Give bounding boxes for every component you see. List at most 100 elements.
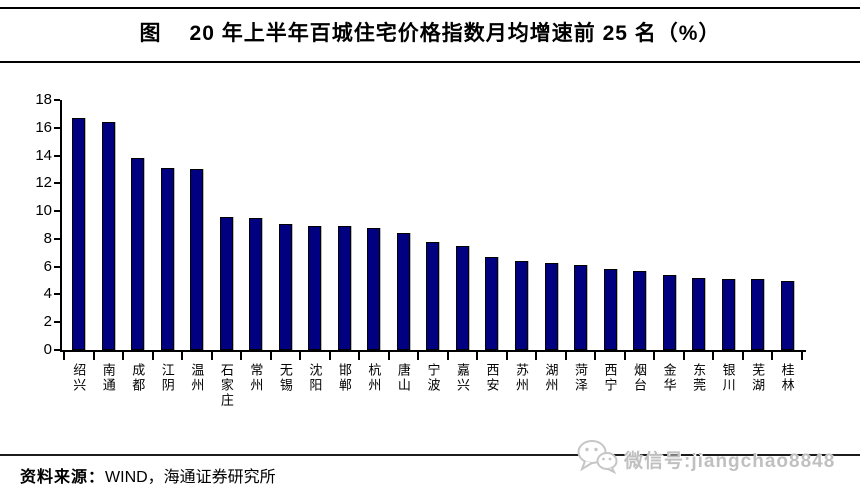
x-axis-tick <box>712 352 715 360</box>
source-label: 资料来源： <box>20 469 106 486</box>
x-axis-tick <box>181 352 184 360</box>
bar-slot: 银川 <box>712 100 743 393</box>
bar <box>751 279 765 350</box>
bar <box>396 233 410 350</box>
bar-slot: 菏泽 <box>564 100 596 393</box>
y-axis-tick <box>54 349 60 351</box>
chart-title-tag: 图 <box>139 22 162 45</box>
bar-slot: 西安 <box>476 100 507 393</box>
x-axis-label: 邯郸 <box>336 363 352 393</box>
x-axis-label: 银川 <box>720 363 736 393</box>
bar-slot: 桂林 <box>771 100 802 393</box>
bar <box>574 265 588 350</box>
x-axis-tick <box>240 352 243 360</box>
x-axis-label: 菏泽 <box>573 363 589 393</box>
top-divider <box>0 7 860 9</box>
bar <box>662 275 676 350</box>
x-axis-label: 温州 <box>189 363 205 393</box>
watermark-text: 微信号:jiangchao8848 <box>624 451 836 472</box>
x-axis-label: 西安 <box>484 363 500 393</box>
x-axis-tick <box>446 352 449 360</box>
x-axis-label: 绍兴 <box>71 363 87 393</box>
bar <box>219 216 233 350</box>
x-axis-tick <box>299 352 302 360</box>
bar-slot: 杭州 <box>358 100 389 393</box>
bar-slot: 东莞 <box>682 100 714 393</box>
chart-title: 图 20 年上半年百城住宅价格指数月均增速前 25 名（%） <box>0 17 860 47</box>
x-axis-tick <box>122 352 125 360</box>
y-axis-label: 14 <box>35 146 52 164</box>
x-axis-tick <box>210 352 213 360</box>
bar <box>455 245 469 350</box>
bar <box>278 223 292 350</box>
x-axis-label: 无锡 <box>277 363 293 393</box>
x-axis-label: 金华 <box>661 363 677 393</box>
bar-slot: 邯郸 <box>328 100 360 393</box>
bar-slot: 常州 <box>240 100 271 393</box>
x-axis-label: 杭州 <box>366 363 382 393</box>
wechat-icon <box>576 439 620 480</box>
bar-slot: 无锡 <box>269 100 301 393</box>
bar <box>190 169 204 350</box>
bar-slot: 石家庄 <box>210 100 242 408</box>
bar-slot: 江阴 <box>151 100 183 393</box>
bar <box>160 168 174 350</box>
x-axis-tick <box>151 352 154 360</box>
x-axis-label: 南通 <box>100 363 116 393</box>
bar-chart-plot-area: 0 2 4 6 8 10 12 14 16 18 绍兴 南通 成都 江阴 温州 石家庄 常州 无锡 沈阳 邯郸 杭州唐… <box>35 92 806 408</box>
x-axis-label: 沈阳 <box>307 363 323 393</box>
bar <box>780 280 794 350</box>
bar <box>308 226 322 350</box>
bar <box>131 158 145 350</box>
bar-slot: 苏州 <box>505 100 537 393</box>
bar <box>367 227 381 350</box>
y-axis-label: 4 <box>43 285 52 303</box>
bar <box>249 218 263 350</box>
x-axis-tick <box>358 352 361 360</box>
bar-slot: 成都 <box>122 100 153 393</box>
y-axis-tick <box>54 99 60 101</box>
x-axis-label: 成都 <box>130 363 146 393</box>
bar <box>721 279 735 350</box>
x-axis-tick <box>564 352 567 360</box>
x-axis-tick <box>476 352 479 360</box>
y-axis-tick <box>54 321 60 324</box>
y-axis-label: 10 <box>35 202 52 220</box>
x-axis-tick <box>387 352 390 360</box>
x-axis-label: 石家庄 <box>218 363 234 408</box>
bar-slot: 金华 <box>653 100 684 393</box>
y-axis-tick <box>54 210 60 213</box>
bar <box>485 256 499 350</box>
x-axis-tick <box>653 352 656 360</box>
y-axis-tick <box>54 293 60 296</box>
x-axis-label: 烟台 <box>632 363 648 393</box>
x-axis-tick <box>801 352 803 360</box>
bars: 绍兴 南通 成都 江阴 温州 石家庄 常州 无锡 沈阳 邯郸 杭州 唐山 宁波 嘉兴 西安 苏州 湖州 菏泽 西宁烟… <box>63 100 803 408</box>
x-axis-label: 桂林 <box>779 363 795 393</box>
y-axis-label: 0 <box>43 341 52 358</box>
bar <box>426 241 440 350</box>
y-axis-tick <box>54 237 60 240</box>
y-axis-tick <box>54 182 60 185</box>
x-axis-label: 芜湖 <box>750 363 766 393</box>
bar-slot: 西宁 <box>594 100 625 393</box>
x-axis-label: 江阴 <box>159 363 175 393</box>
x-axis-label: 湖州 <box>543 363 559 393</box>
bar-slot: 湖州 <box>535 100 566 393</box>
bar-slot: 绍兴 <box>63 100 94 393</box>
bar <box>544 262 558 350</box>
x-axis-label: 苏州 <box>513 363 529 393</box>
bar-slot: 温州 <box>181 100 212 393</box>
x-axis-tick <box>63 352 65 360</box>
x-axis-label: 嘉兴 <box>454 363 470 393</box>
watermark: 微信号:jiangchao8848 <box>576 439 835 480</box>
bar <box>514 261 528 350</box>
x-axis-tick <box>623 352 626 360</box>
x-axis-tick <box>741 352 744 360</box>
bar-slot: 芜湖 <box>741 100 773 393</box>
bar <box>101 122 115 350</box>
x-axis-label: 唐山 <box>395 363 411 393</box>
bar-slot: 嘉兴 <box>446 100 478 393</box>
x-axis-tick <box>771 352 774 360</box>
bar-slot: 宁波 <box>417 100 448 393</box>
